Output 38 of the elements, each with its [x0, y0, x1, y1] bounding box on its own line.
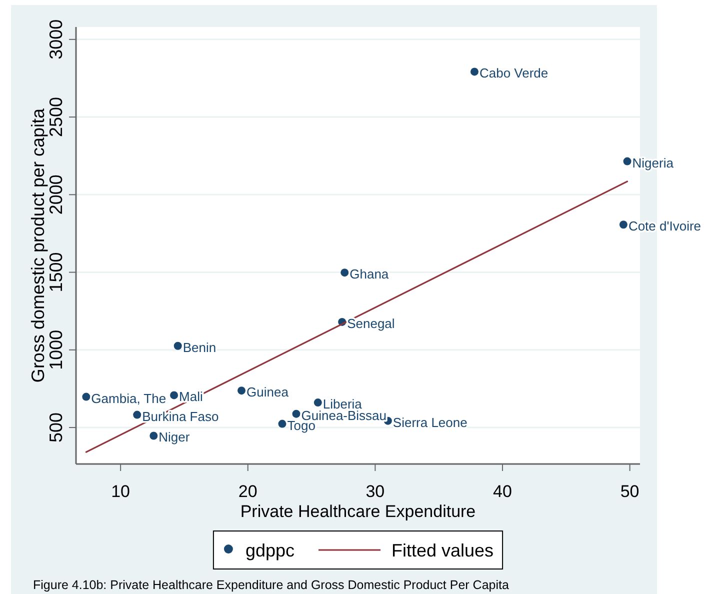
point: [340, 268, 349, 277]
y-tick-label: 3000: [46, 19, 66, 60]
x-tick-label: 10: [111, 482, 130, 501]
x-tick-label: 30: [366, 482, 385, 501]
point: [170, 391, 178, 400]
point: [278, 420, 286, 428]
x-tick-label: 50: [620, 482, 640, 501]
data-label: Sierra Leone: [392, 414, 468, 430]
point: [623, 157, 632, 166]
legend-label: gdppc: [245, 540, 294, 560]
point: [619, 220, 628, 229]
point: [82, 392, 90, 401]
point: [238, 386, 246, 395]
data-label: Nigeria: [632, 155, 674, 170]
data-label: Ghana: [350, 266, 390, 282]
point: [133, 410, 142, 419]
point: [314, 398, 322, 407]
y-tick-label: 1500: [46, 252, 66, 292]
point: [470, 68, 478, 76]
data-label: Liberia: [322, 396, 363, 412]
x-tick-label: 20: [238, 482, 258, 501]
caption: Figure 4.10b: Private Healthcare Expenditure and Gross Domestic Product Per Capita: [33, 578, 509, 592]
x-tick-label: 40: [493, 482, 512, 501]
data-label: Cabo Verde: [479, 66, 548, 81]
point: [150, 432, 158, 440]
point: [292, 410, 300, 418]
legend-label: Fitted values: [391, 540, 494, 560]
y-axis-title: Gross domestic product per capita: [28, 107, 48, 383]
y-tick-label: 1000: [46, 330, 66, 370]
x-axis-title: Private Healthcare Expenditure: [240, 502, 476, 521]
data-label: Gambia, The: [91, 390, 166, 406]
point: [174, 342, 182, 350]
data-label: Senegal: [347, 316, 395, 331]
data-label: Cote d'Ivoire: [628, 218, 702, 234]
y-tick-label: 500: [46, 412, 66, 443]
data-label: Guinea: [246, 384, 290, 400]
data-label: Niger: [158, 430, 190, 445]
data-label: Benin: [182, 340, 216, 355]
